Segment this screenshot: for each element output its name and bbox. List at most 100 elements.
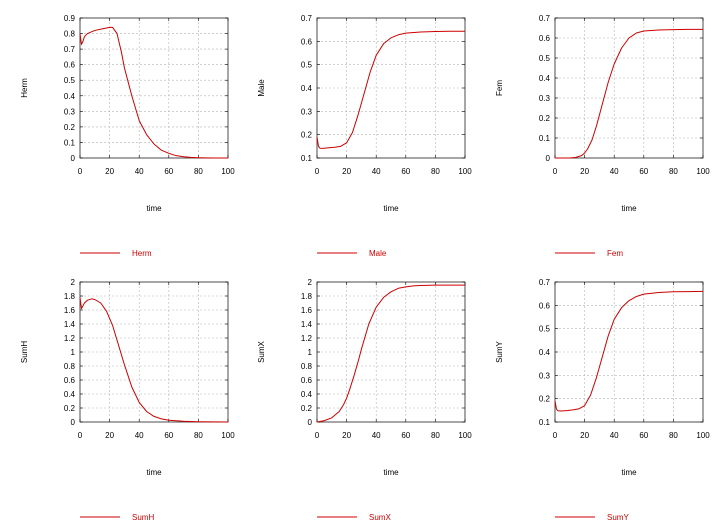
y-tick-label: 0 bbox=[71, 418, 76, 427]
x-tick-label: 20 bbox=[342, 431, 351, 440]
series-line-sumy bbox=[554, 290, 704, 412]
y-tick-label: 1.8 bbox=[64, 292, 76, 301]
y-tick-label: 0.4 bbox=[301, 84, 313, 93]
plot-frame bbox=[554, 17, 704, 159]
legend-label: Herm bbox=[132, 249, 152, 258]
y-tick-label: 0.7 bbox=[539, 14, 551, 23]
x-tick-label: 100 bbox=[458, 167, 472, 176]
y-tick-label: 0.3 bbox=[539, 371, 551, 380]
y-tick-label: 0.4 bbox=[64, 92, 76, 101]
y-tick-label: 0 bbox=[308, 418, 313, 427]
y-tick-label: 0.5 bbox=[539, 54, 551, 63]
x-axis-label: time bbox=[383, 468, 399, 477]
x-tick-label: 20 bbox=[105, 431, 114, 440]
y-tick-label: 2 bbox=[71, 278, 76, 287]
series-line-herm bbox=[79, 26, 228, 159]
y-tick-label: 0.9 bbox=[64, 14, 76, 23]
x-tick-label: 60 bbox=[639, 431, 648, 440]
y-tick-label: 1.2 bbox=[64, 334, 76, 343]
x-tick-label: 20 bbox=[105, 167, 114, 176]
y-tick-label: 1.6 bbox=[301, 306, 313, 315]
chart-panel-sumh: 00.20.40.60.811.21.41.61.820 20 40 60 80 100S… bbox=[20, 278, 235, 522]
x-tick-label: 100 bbox=[221, 431, 235, 440]
y-tick-label: 0.4 bbox=[64, 390, 76, 399]
x-tick-label: 20 bbox=[342, 167, 351, 176]
x-tick-label: 100 bbox=[221, 167, 235, 176]
x-tick-label: 60 bbox=[639, 167, 648, 176]
y-tick-label: 0.6 bbox=[64, 376, 76, 385]
y-tick-label: 1.4 bbox=[301, 320, 313, 329]
y-axis-label: Herm bbox=[20, 78, 29, 98]
y-tick-label: 0.1 bbox=[301, 154, 313, 163]
y-tick-label: 0.2 bbox=[64, 123, 76, 132]
y-tick-label: 0.4 bbox=[539, 74, 551, 83]
chart-panel-male: 0.1 0.2 0.3 0.4 0.5 0.6 0.7 0 20 40 60 80 100 Male tim… bbox=[257, 14, 472, 258]
y-tick-label: 0.3 bbox=[301, 107, 313, 116]
y-tick-label: 0.2 bbox=[539, 114, 551, 123]
y-tick-label: 1.4 bbox=[64, 320, 76, 329]
x-tick-label: 0 bbox=[78, 431, 83, 440]
y-axis-label: SumX bbox=[257, 340, 266, 362]
chart-panel-sumy: 0.1 0.2 0.3 0.4 0.5 0.6 0.7 0 20 40 60 80 100 SumY tim… bbox=[495, 278, 710, 522]
y-tick-label: 1.8 bbox=[301, 292, 313, 301]
series-line-fem bbox=[555, 28, 703, 159]
legend-label: SumY bbox=[607, 513, 629, 522]
y-tick-label: 0.8 bbox=[64, 30, 76, 39]
x-tick-label: 40 bbox=[610, 167, 619, 176]
x-tick-label: 0 bbox=[315, 431, 320, 440]
legend-label: SumX bbox=[369, 513, 391, 522]
x-tick-label: 40 bbox=[610, 431, 619, 440]
x-axis-label: time bbox=[383, 204, 399, 213]
y-tick-label: 0.4 bbox=[539, 348, 551, 357]
y-tick-label: 1 bbox=[71, 348, 76, 357]
y-tick-label: 0.2 bbox=[301, 404, 313, 413]
y-tick-label: 1.2 bbox=[301, 334, 313, 343]
x-tick-label: 60 bbox=[401, 167, 410, 176]
y-axis-label: Fem bbox=[495, 80, 504, 96]
y-axis-label: Male bbox=[257, 79, 266, 97]
y-tick-label: 0.6 bbox=[539, 301, 551, 310]
y-tick-label: 0.6 bbox=[64, 61, 76, 70]
legend-label: Fem bbox=[607, 249, 623, 258]
y-tick-label: 0.6 bbox=[539, 34, 551, 43]
x-tick-label: 60 bbox=[401, 431, 410, 440]
x-tick-label: 0 bbox=[553, 431, 558, 440]
y-tick-label: 0.8 bbox=[64, 362, 76, 371]
y-tick-label: 0.1 bbox=[64, 138, 76, 147]
x-tick-label: 80 bbox=[194, 167, 203, 176]
y-tick-label: 0.7 bbox=[301, 14, 313, 23]
x-tick-label: 60 bbox=[164, 167, 173, 176]
y-tick-label: 0.2 bbox=[301, 131, 313, 140]
chart-panel-sumx: 00.20.40.60.811.21.41.61.820 20 40 60 80 100S… bbox=[257, 278, 472, 522]
legend-label: Male bbox=[369, 249, 387, 258]
y-tick-label: 0.3 bbox=[539, 94, 551, 103]
y-tick-label: 0.8 bbox=[301, 362, 313, 371]
x-tick-label: 40 bbox=[135, 167, 144, 176]
x-tick-label: 20 bbox=[580, 431, 589, 440]
plot-frame bbox=[79, 281, 229, 423]
y-tick-label: 1.6 bbox=[64, 306, 76, 315]
x-tick-label: 40 bbox=[372, 167, 381, 176]
y-tick-label: 0.7 bbox=[539, 278, 551, 287]
y-tick-label: 2 bbox=[308, 278, 313, 287]
y-axis-label: SumH bbox=[20, 341, 29, 363]
y-tick-label: 0.6 bbox=[301, 376, 313, 385]
x-tick-label: 80 bbox=[669, 167, 678, 176]
plot-frame bbox=[316, 17, 466, 159]
x-tick-label: 40 bbox=[372, 431, 381, 440]
x-tick-label: 80 bbox=[669, 431, 678, 440]
x-tick-label: 80 bbox=[431, 431, 440, 440]
y-tick-label: 0.7 bbox=[64, 45, 76, 54]
chart-panel-fem: 0 0.1 0.2 0.3 0.4 0.5 0.6 0.7 0 20 40 60 80 100 Fem tim… bbox=[495, 14, 710, 258]
series-line-sumx bbox=[316, 284, 465, 423]
x-tick-label: 0 bbox=[553, 167, 558, 176]
x-tick-label: 60 bbox=[164, 431, 173, 440]
y-tick-label: 0.4 bbox=[301, 390, 313, 399]
x-tick-label: 100 bbox=[458, 431, 472, 440]
series-line-sumh bbox=[79, 297, 229, 423]
y-tick-label: 0.3 bbox=[64, 107, 76, 116]
legend-label: SumH bbox=[132, 513, 154, 522]
x-axis-label: time bbox=[146, 204, 162, 213]
chart-panel-herm: 0 0.1 0.2 0.3 0.4 0.5 0.6 0.7 0.8 0.9 0 20 40 60 80 100… bbox=[20, 14, 235, 258]
